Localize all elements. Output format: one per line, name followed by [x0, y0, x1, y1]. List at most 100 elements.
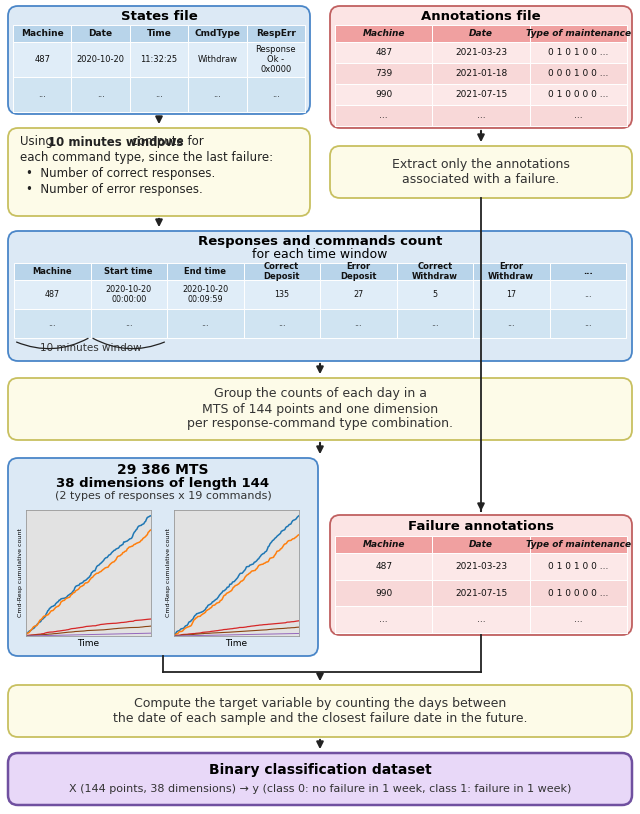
Text: ...: ... — [431, 319, 438, 328]
Bar — [335, 105, 433, 126]
Bar — [473, 263, 550, 280]
Text: 2021-01-18: 2021-01-18 — [455, 69, 507, 78]
Bar — [433, 580, 530, 606]
Bar — [433, 105, 530, 126]
Bar — [433, 553, 530, 580]
Text: ...: ... — [584, 290, 591, 299]
Bar — [72, 25, 130, 42]
Bar — [14, 309, 90, 338]
Text: ...: ... — [477, 111, 485, 120]
Text: Error
Withdraw: Error Withdraw — [488, 262, 534, 281]
FancyBboxPatch shape — [8, 753, 632, 805]
Text: ...: ... — [214, 90, 221, 99]
Bar — [90, 309, 167, 338]
Bar — [530, 606, 627, 633]
Text: Machine: Machine — [362, 29, 405, 38]
Bar — [530, 105, 627, 126]
Text: States file: States file — [120, 11, 197, 24]
Text: ...: ... — [380, 615, 388, 624]
Text: •  Number of error responses.: • Number of error responses. — [26, 183, 203, 196]
Text: ...: ... — [155, 90, 163, 99]
Text: 10 minutes window: 10 minutes window — [40, 343, 141, 353]
Bar — [335, 536, 433, 553]
FancyBboxPatch shape — [330, 6, 632, 128]
Text: CmdType: CmdType — [195, 29, 241, 38]
Text: Machine: Machine — [33, 267, 72, 276]
Bar — [243, 263, 320, 280]
Text: 11:32:25: 11:32:25 — [140, 55, 177, 64]
Bar — [335, 553, 433, 580]
Bar — [550, 309, 626, 338]
Text: Annotations file: Annotations file — [421, 11, 541, 24]
Text: 487: 487 — [375, 48, 392, 57]
Bar — [433, 606, 530, 633]
Text: Error
Deposit: Error Deposit — [340, 262, 376, 281]
FancyBboxPatch shape — [330, 515, 632, 635]
Text: Type of maintenance: Type of maintenance — [526, 540, 631, 549]
Text: Type of maintenance: Type of maintenance — [526, 29, 631, 38]
Text: 739: 739 — [375, 69, 392, 78]
Bar — [530, 63, 627, 84]
Text: 2020-10-20
00:09:59: 2020-10-20 00:09:59 — [182, 285, 228, 304]
Bar — [243, 309, 320, 338]
Text: Machine: Machine — [21, 29, 63, 38]
Text: each command type, since the last failure:: each command type, since the last failur… — [20, 151, 273, 164]
Bar — [243, 280, 320, 309]
Bar — [320, 280, 397, 309]
Text: Failure annotations: Failure annotations — [408, 520, 554, 533]
Bar — [433, 536, 530, 553]
Text: Responses and commands count: Responses and commands count — [198, 235, 442, 248]
Bar — [130, 25, 188, 42]
Text: ...: ... — [49, 319, 56, 328]
Text: Correct
Withdraw: Correct Withdraw — [412, 262, 458, 281]
Text: Start time: Start time — [104, 267, 153, 276]
Text: ...: ... — [125, 319, 132, 328]
Bar — [90, 280, 167, 309]
FancyBboxPatch shape — [8, 231, 632, 361]
Bar — [90, 263, 167, 280]
Text: ...: ... — [380, 111, 388, 120]
Text: 0 1 0 0 0 0 ...: 0 1 0 0 0 0 ... — [548, 90, 609, 99]
Text: compute for: compute for — [128, 135, 204, 148]
Text: 27: 27 — [353, 290, 364, 299]
Bar — [72, 77, 130, 112]
Bar — [530, 536, 627, 553]
Bar — [130, 42, 188, 77]
Text: Machine: Machine — [362, 540, 405, 549]
Bar — [320, 263, 397, 280]
Text: ...: ... — [583, 267, 593, 276]
Bar — [130, 77, 188, 112]
Bar — [167, 280, 243, 309]
Bar — [473, 309, 550, 338]
Text: ...: ... — [508, 319, 515, 328]
Bar — [188, 42, 246, 77]
Bar — [530, 42, 627, 63]
Text: 487: 487 — [45, 290, 60, 299]
FancyBboxPatch shape — [8, 378, 632, 440]
Text: Response
Ok -
0x0000: Response Ok - 0x0000 — [255, 45, 296, 74]
FancyBboxPatch shape — [8, 6, 310, 114]
Text: Date: Date — [88, 29, 113, 38]
Text: 2021-03-23: 2021-03-23 — [455, 48, 507, 57]
Text: ...: ... — [38, 90, 46, 99]
Text: ...: ... — [477, 615, 485, 624]
Bar — [530, 84, 627, 105]
Text: ...: ... — [272, 90, 280, 99]
Text: RespErr: RespErr — [256, 29, 296, 38]
Text: ...: ... — [574, 615, 582, 624]
Text: 135: 135 — [274, 290, 289, 299]
Text: ...: ... — [97, 90, 104, 99]
Text: (2 types of responses x 19 commands): (2 types of responses x 19 commands) — [54, 491, 271, 501]
Text: 990: 990 — [375, 589, 392, 597]
Bar — [530, 25, 627, 42]
Bar — [433, 84, 530, 105]
Bar — [397, 263, 473, 280]
Text: ...: ... — [278, 319, 285, 328]
Text: 5: 5 — [432, 290, 437, 299]
Bar — [14, 263, 90, 280]
Bar — [530, 580, 627, 606]
Bar — [14, 280, 90, 309]
Text: 29 386 MTS: 29 386 MTS — [117, 463, 209, 477]
Text: X (144 points, 38 dimensions) → y (class 0: no failure in 1 week, class 1: failu: X (144 points, 38 dimensions) → y (class… — [69, 784, 571, 794]
Text: 10 minutes windows: 10 minutes windows — [47, 135, 183, 148]
